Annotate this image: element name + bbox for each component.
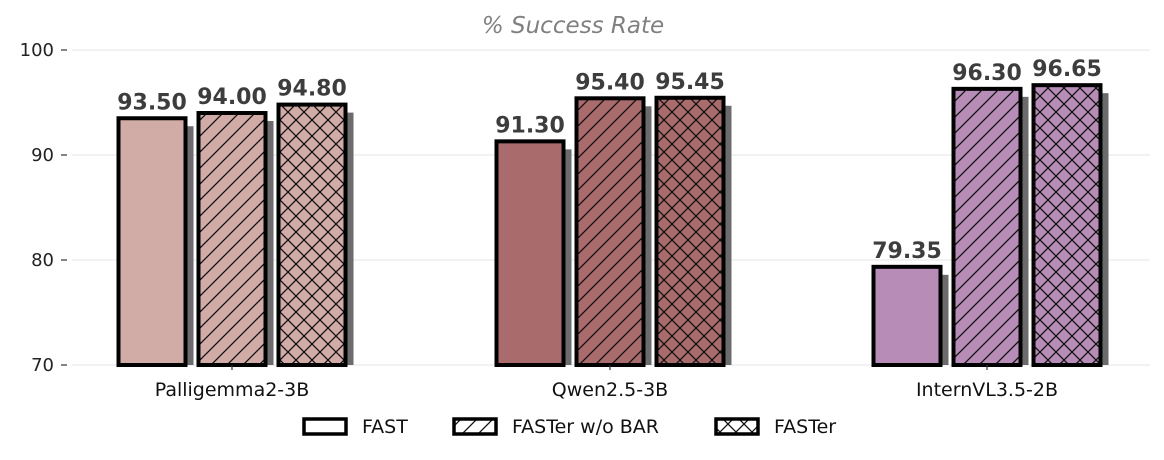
legend: FAST FASTer w/o BAR FASTer xyxy=(302,416,836,438)
bar-hatch xyxy=(656,97,724,366)
bar-hatch xyxy=(278,104,346,365)
bar xyxy=(873,266,941,365)
bar-outline xyxy=(276,102,348,367)
legend-label: FASTer w/o BAR xyxy=(512,416,659,438)
data-label: 94.00 xyxy=(197,85,267,110)
bar-outline xyxy=(871,264,943,368)
data-label: 79.35 xyxy=(872,239,942,264)
y-axis: 70 80 90 100 xyxy=(20,40,67,376)
x-tick-label: InternVL3.5-2B xyxy=(916,379,1058,401)
y-tick-label: 80 xyxy=(31,250,54,271)
legend-label: FASTer xyxy=(774,416,836,438)
bar-hatch xyxy=(1033,85,1101,366)
x-axis: Palligemma2-3B Qwen2.5-3B InternVL3.5-2B xyxy=(155,365,1058,401)
bars xyxy=(116,83,1109,368)
data-label: 95.40 xyxy=(575,70,645,95)
data-label: 96.30 xyxy=(952,61,1022,86)
y-tick-label: 70 xyxy=(31,355,54,376)
y-tick-label: 100 xyxy=(20,40,54,61)
bar xyxy=(118,118,186,365)
data-label: 91.30 xyxy=(495,113,565,138)
data-label: 94.80 xyxy=(277,77,347,102)
bar xyxy=(496,141,564,365)
bar-hatch xyxy=(576,98,644,366)
bar-outline xyxy=(494,139,566,367)
bar-outline xyxy=(116,116,188,367)
bar-hatch xyxy=(198,113,266,365)
value-labels: 93.50 94.00 94.80 91.30 95.40 95.45 79.35 96.30… xyxy=(117,57,1102,264)
bar-outline xyxy=(1031,83,1103,368)
x-tick-label: Palligemma2-3B xyxy=(155,379,310,401)
bar-outline xyxy=(654,95,726,368)
legend-swatch-hatch xyxy=(716,419,758,434)
data-label: 93.50 xyxy=(117,90,187,115)
chart-title: % Success Rate xyxy=(482,13,664,39)
legend-swatch-outline xyxy=(714,417,760,436)
legend-label: FAST xyxy=(362,416,408,438)
data-label: 96.65 xyxy=(1032,57,1102,82)
legend-swatch xyxy=(304,419,346,434)
data-label: 95.45 xyxy=(655,70,725,95)
legend-swatch-outline xyxy=(302,417,348,436)
legend-swatch-outline xyxy=(452,417,498,436)
x-tick-label: Qwen2.5-3B xyxy=(552,379,668,401)
legend-swatch-hatch xyxy=(454,419,496,434)
y-tick-label: 90 xyxy=(31,145,54,166)
bar-hatch xyxy=(953,88,1021,365)
